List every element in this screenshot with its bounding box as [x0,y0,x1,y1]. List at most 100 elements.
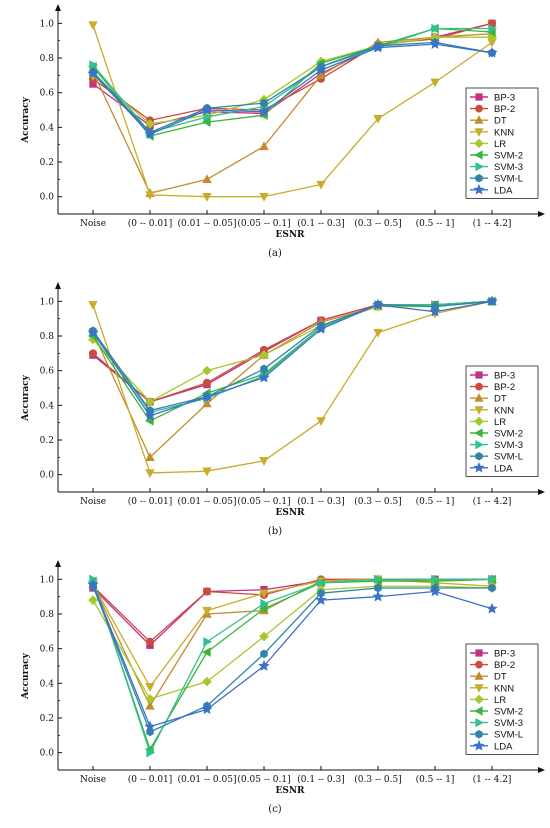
chart-panel-c: 0.0 0.2 0.4 0.6 0.8 1.0 Noise (0 -- 0.01] (0.01 … [21,560,545,815]
data-point-knn [202,192,212,202]
data-point-knn [430,78,440,88]
data-point-lda [144,720,156,732]
legend-label: SVM-3 [494,162,523,173]
legend-marker [475,729,483,739]
data-point-dt [202,174,212,184]
legend-label: KNN [494,127,514,138]
data-point-lda [429,305,441,317]
data-point-lda [372,298,384,310]
legend-label: SVM-3 [494,440,523,451]
legend-marker [474,694,484,705]
legend-marker [475,717,484,728]
data-point-lda [87,578,99,590]
legend-marker [475,439,484,450]
series-dt [88,296,497,462]
series-line-lr [92,36,492,125]
legend-marker [474,684,484,693]
y-tick-label: 0.2 [40,714,54,724]
series-line-dt [92,33,493,194]
data-point-lda [486,46,498,58]
data-point-lda [258,660,270,671]
data-point-lda [201,390,213,402]
legend-marker [475,382,483,391]
x-tick-label: (0.05 -- 0.1] [237,774,290,785]
series-line-svm-l [92,300,493,412]
x-tick-label: (1 -- 4.2] [473,496,512,507]
x-tick-label: (0 -- 0.01] [128,774,173,785]
data-point-dt [259,141,269,151]
legend-marker [474,428,483,438]
data-point-svm-l [260,649,268,659]
legend-marker [475,173,483,183]
series-knn [88,21,497,202]
data-point-lr [259,631,269,642]
y-tick-label: 0.2 [40,436,54,446]
x-tick-label: (0 -- 0.01] [128,218,173,229]
data-point-knn [88,301,98,310]
legend-label: BP-3 [494,93,515,104]
data-point-lda [87,67,99,79]
legend-item-bp-3: BP-3 [470,371,515,382]
data-point-svm-3 [203,112,213,122]
legend-label: LDA [494,463,513,474]
data-point-svm-3 [488,574,498,585]
series-line-knn [92,24,493,198]
x-tick-label: Noise [80,497,106,507]
x-tick-label: Noise [80,775,106,785]
y-tick-label: 0.4 [40,401,55,411]
panel-caption: (c) [268,804,282,815]
data-point-svm-2 [201,117,211,127]
legend-label: BP-3 [494,649,515,660]
legend-item-bp-3: BP-3 [470,93,515,104]
x-axis-arrow [538,489,545,495]
data-point-knn [373,328,383,338]
legend-item-bp-2: BP-2 [470,660,515,671]
legend-item-lr: LR [470,416,506,428]
y-tick-label: 0.0 [40,471,55,481]
y-tick-label: 0.4 [40,123,55,133]
data-point-svm-3 [431,23,441,34]
data-point-lr [202,365,212,376]
y-tick-label: 0.8 [40,332,55,342]
legend-item-lda: LDA [470,461,513,474]
data-point-svm-3 [374,574,384,585]
x-tick-label: (0.01 -- 0.05] [178,496,237,507]
x-tick-label: Noise [80,219,106,229]
legend-item-knn: KNN [470,683,514,694]
data-point-svm-3 [146,747,156,758]
legend-label: LR [494,695,506,706]
legend-label: DT [494,394,507,405]
x-tick-label: (0.3 -- 0.5] [354,218,401,229]
legend-marker [475,93,483,101]
data-point-lda [258,371,270,383]
data-point-knn [316,180,326,190]
series-lda [87,38,498,140]
data-point-lr [145,694,155,704]
legend-label: LDA [494,741,513,752]
data-point-knn [88,21,98,31]
legend-label: KNN [494,405,514,416]
data-point-bp-2 [89,349,98,358]
data-point-lda [87,326,99,338]
x-axis-title: ESNR [275,786,305,796]
y-tick-label: 1.0 [40,575,55,585]
data-point-svm-3 [203,637,213,647]
data-point-svm-3 [89,60,99,70]
series-line-svm-l [92,41,493,134]
legend-label: SVM-2 [494,151,523,162]
data-point-lda [144,128,156,140]
series-line-bp-2 [92,22,493,122]
y-axis-arrow [55,560,61,567]
legend-label: DT [494,116,507,127]
series-line-svm-l [92,586,492,733]
chart-panel-a: 0.0 0.2 0.4 0.6 0.8 1.0 Noise (0 -- 0.01] (0.01 … [21,4,545,259]
legend-label: BP-3 [494,371,515,382]
legend-item-svm-l: SVM-L [470,730,523,741]
legend-label: SVM-2 [494,429,523,440]
data-point-knn [259,192,269,202]
series-knn [88,297,497,478]
